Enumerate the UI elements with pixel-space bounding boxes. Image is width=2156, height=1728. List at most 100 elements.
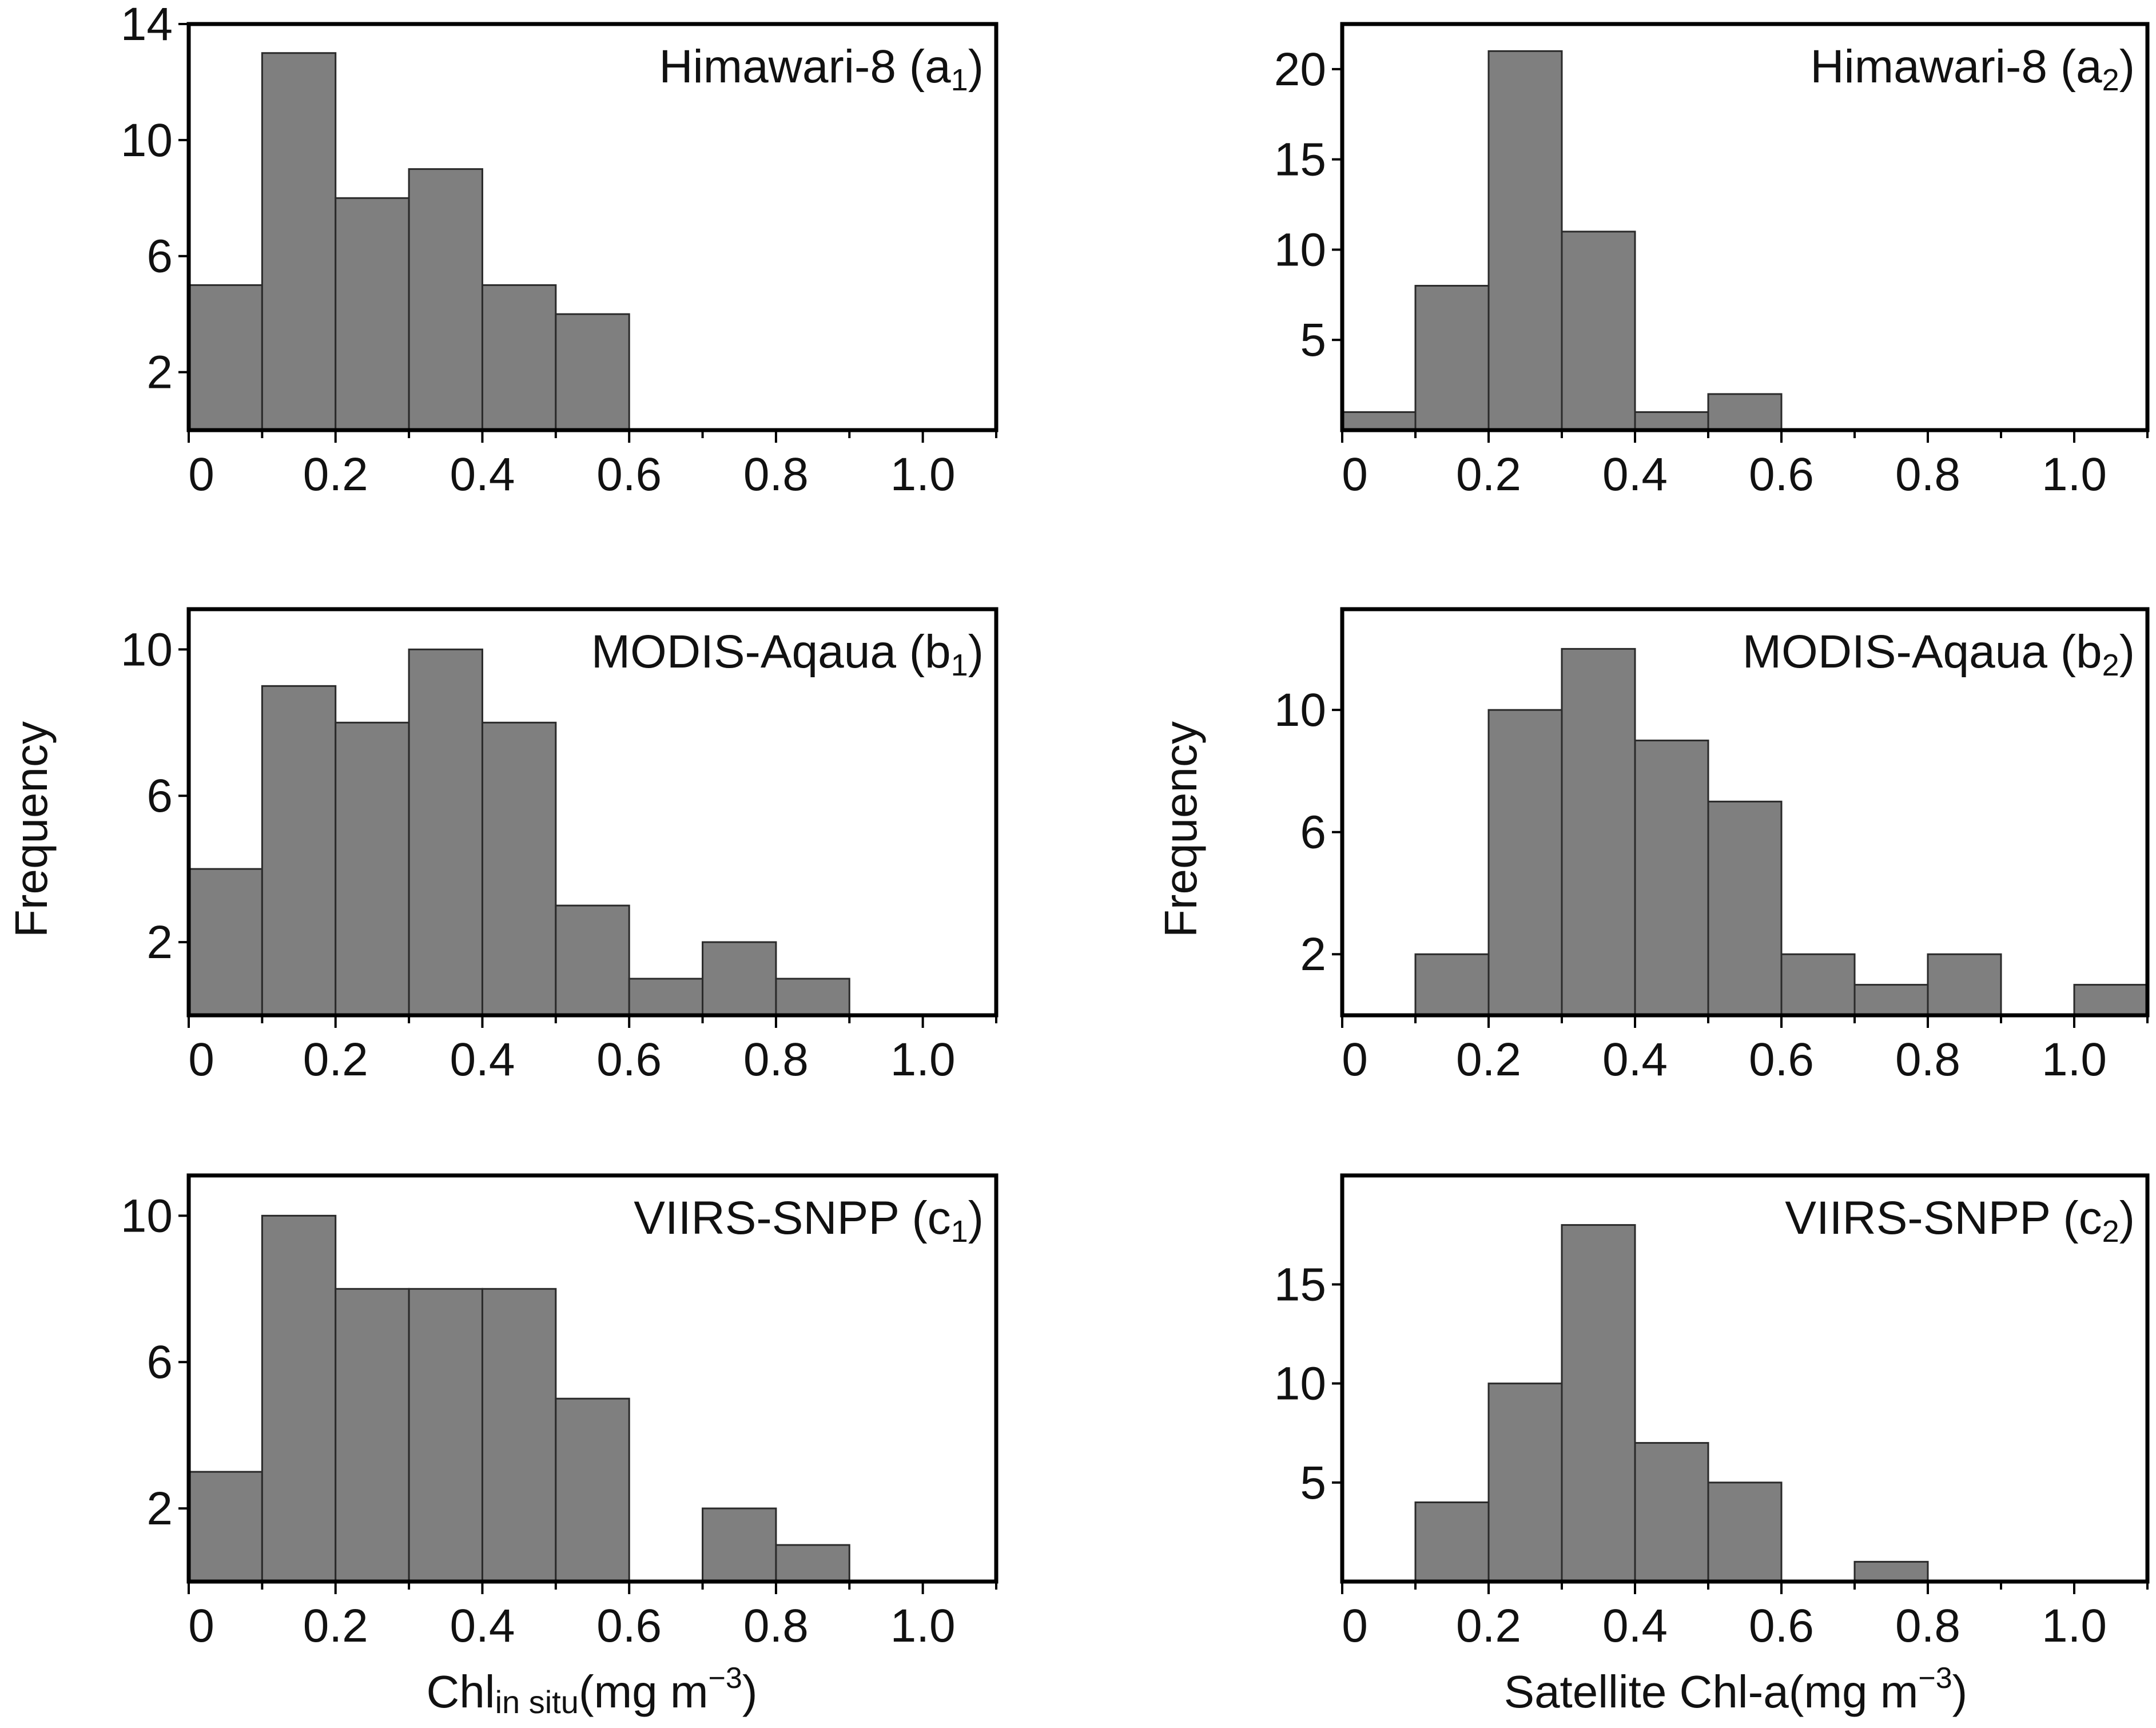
y-tick-label-a1-2: 10 [121, 114, 173, 166]
panel-title-c1: VIIRS-SNPP ( [634, 1192, 927, 1244]
panel-title-b2: MODIS-Aqaua ( [1743, 626, 2076, 678]
right-xlabel-main: Satellite Chl-a [1504, 1666, 1789, 1717]
panel-label-a1: Himawari-8 (a1) [659, 41, 984, 97]
y-tick-label-a1-3: 14 [121, 0, 173, 50]
left-xlabel-sub: in situ [495, 1684, 579, 1720]
bar-a2-4 [1634, 411, 1709, 431]
bar-b1-3 [408, 648, 483, 1016]
right-xlabel-unit-sup: −3 [1918, 1662, 1952, 1695]
y-tick-label-b1-1: 6 [146, 770, 173, 822]
bar-b1-8 [775, 978, 850, 1016]
y-tick-label-a2-3: 20 [1274, 43, 1326, 96]
panel-title-a1: Himawari-8 ( [659, 41, 925, 93]
panel-title-c2: VIIRS-SNPP ( [1785, 1192, 2078, 1244]
bar-b2-10 [2073, 984, 2149, 1016]
bar-c1-0 [188, 1471, 263, 1583]
bar-a1-0 [188, 284, 263, 431]
y-tick-label-c2-2: 15 [1274, 1258, 1326, 1310]
bar-c2-1 [1414, 1501, 1490, 1583]
bar-b1-7 [702, 941, 777, 1016]
y-tick-label-b1-2: 10 [121, 623, 173, 676]
x-tick-label-a2-1: 0.2 [1456, 448, 1521, 500]
y-tick-label-c1-1: 6 [146, 1336, 173, 1388]
bar-b1-4 [481, 721, 557, 1016]
panel-b1: 0 0.2 0.4 0.6 0.8 1.0 2 6 10 MODIS-Aqaua (b1) [121, 607, 999, 1086]
y-tick-label-a2-2: 15 [1274, 134, 1326, 186]
bar-a2-5 [1707, 393, 1783, 431]
y-tick-label-c1-2: 10 [121, 1190, 173, 1242]
y-tick-label-c2-1: 10 [1274, 1358, 1326, 1410]
x-tick-label-a2-5: 1.0 [2042, 448, 2107, 500]
x-tick-label-b2-0: 0 [1342, 1034, 1368, 1086]
panel-tag-sub-a2: 2 [2102, 63, 2119, 97]
x-tick-label-c1-4: 0.8 [743, 1600, 809, 1652]
x-tick-label-a2-3: 0.6 [1749, 448, 1814, 500]
panel-c2: 0 0.2 0.4 0.6 0.8 1.0 5 10 15 VIIRS-SNPP (c2) [1274, 1173, 2150, 1652]
x-tick-label-b2-2: 0.4 [1602, 1034, 1668, 1086]
panel-c1: 0 0.2 0.4 0.6 0.8 1.0 2 6 10 VIIRS-SNPP (c1) [121, 1173, 999, 1652]
panel-tag-sub-b2: 2 [2102, 648, 2119, 682]
bar-b2-2 [1487, 709, 1563, 1016]
x-tick-label-c1-5: 1.0 [890, 1600, 956, 1652]
bar-c2-4 [1634, 1442, 1709, 1583]
x-tick-label-c2-2: 0.4 [1602, 1600, 1668, 1652]
bar-a1-3 [408, 168, 483, 431]
bar-c2-7 [1853, 1560, 1929, 1583]
bar-b1-0 [188, 868, 263, 1016]
y-tick-label-b2-1: 6 [1300, 807, 1326, 859]
x-tick-label-b2-5: 1.0 [2042, 1034, 2107, 1086]
y-tick-label-b2-2: 10 [1274, 684, 1326, 736]
panel-group: 0 0.2 0.4 0.6 0.8 1.0 2 6 10 14 Himawari-8 (a1) 0 0.… [121, 0, 2150, 1652]
panel-a2: 0 0.2 0.4 0.6 0.8 1.0 5 10 15 20 Himawari-8 (a2) [1274, 22, 2150, 500]
left-xlabel: Chlin situ(mg m−3) [427, 1662, 758, 1720]
bar-c1-5 [555, 1397, 630, 1583]
bar-b1-1 [261, 685, 337, 1016]
x-tick-label-c1-3: 0.6 [596, 1600, 662, 1652]
bar-c1-3 [408, 1288, 483, 1583]
right-xlabel-unit: (mg m [1789, 1666, 1919, 1717]
panel-label-a2: Himawari-8 (a2) [1810, 41, 2135, 97]
plot-frame-b1 [186, 607, 999, 1018]
y-tick-label-a2-1: 10 [1274, 224, 1326, 276]
panel-tag-letter-b2: b [2076, 626, 2102, 678]
bar-a1-4 [481, 284, 557, 431]
x-tick-label-a1-0: 0 [188, 448, 214, 500]
bar-a2-3 [1561, 231, 1636, 431]
x-tick-label-c2-3: 0.6 [1749, 1600, 1814, 1652]
bar-b2-8 [1927, 953, 2002, 1016]
x-tick-label-c2-5: 1.0 [2042, 1600, 2107, 1652]
panel-tag-close-b2: ) [2119, 626, 2135, 678]
x-tick-label-a2-4: 0.8 [1895, 448, 1960, 500]
left-xlabel-unit-sup: −3 [709, 1662, 742, 1695]
bar-b1-5 [555, 904, 630, 1016]
panel-label-c2: VIIRS-SNPP (c2) [1785, 1192, 2135, 1249]
panel-tag-sub-c2: 2 [2102, 1214, 2119, 1249]
x-tick-label-c1-1: 0.2 [303, 1600, 368, 1652]
x-tick-label-b1-2: 0.4 [450, 1034, 515, 1086]
bar-c2-5 [1707, 1481, 1783, 1583]
y-tick-label-c2-0: 5 [1300, 1457, 1326, 1509]
y-tick-label-a2-0: 5 [1300, 314, 1326, 366]
bar-b2-3 [1561, 647, 1636, 1016]
right-xlabel-unit-close: ) [1952, 1666, 1968, 1717]
x-tick-label-b2-1: 0.2 [1456, 1034, 1521, 1086]
panel-tag-letter-b1: b [925, 626, 951, 678]
y-tick-label-a1-0: 2 [146, 347, 173, 399]
left-ylabel: Frequency [6, 721, 57, 938]
x-tick-label-b1-1: 0.2 [303, 1034, 368, 1086]
plot-frame-c1 [186, 1173, 999, 1584]
bar-c2-2 [1487, 1383, 1563, 1583]
bar-b2-6 [1780, 953, 1856, 1016]
right-xlabel: Satellite Chl-a(mg m−3) [1504, 1662, 1968, 1717]
bar-a2-1 [1414, 285, 1490, 431]
panel-title-b1: MODIS-Aqaua ( [591, 626, 925, 678]
bar-b2-1 [1414, 953, 1490, 1016]
panel-tag-close-a1: ) [968, 41, 984, 93]
bar-a1-1 [261, 52, 337, 431]
x-tick-label-a1-2: 0.4 [450, 448, 515, 500]
panel-tag-letter-a2: a [2076, 41, 2102, 93]
x-tick-label-b1-0: 0 [188, 1034, 214, 1086]
left-xlabel-unit: (mg m [579, 1666, 709, 1717]
x-tick-label-c1-0: 0 [188, 1600, 214, 1652]
